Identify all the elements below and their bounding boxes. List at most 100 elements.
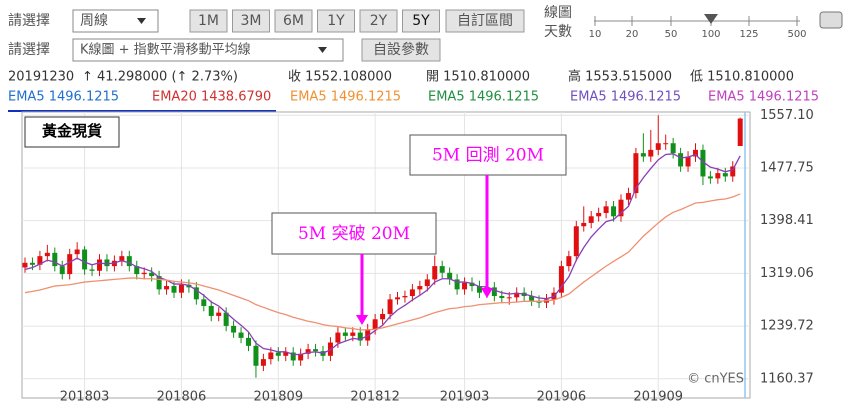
range-button[interactable] [359, 9, 398, 33]
candle-body [722, 173, 728, 177]
candle-body [335, 332, 341, 343]
plot-frame [21, 111, 751, 399]
ema-line [24, 153, 741, 356]
period-select[interactable] [72, 9, 159, 33]
candle-body [573, 226, 579, 257]
candle-body [640, 153, 646, 157]
candle-body [707, 176, 713, 179]
candle-body [290, 352, 296, 361]
candle-body [462, 282, 468, 290]
slider: 10 20 50 100 125 500 [589, 16, 807, 40]
candle-body [305, 349, 311, 354]
range-button[interactable] [317, 9, 355, 33]
candle-body [700, 149, 706, 177]
y-tick-label: 1160.37 [760, 371, 814, 386]
slider-label: 20 [626, 29, 639, 40]
candle-body [514, 292, 520, 298]
button-text: 1M [198, 13, 219, 29]
candle-body [432, 266, 438, 280]
y-tick-label: 1398.41 [760, 213, 814, 228]
candle-body [119, 256, 125, 261]
candle-body [387, 299, 393, 314]
quote-date: 20191230 [8, 70, 74, 85]
chart-select-text: K線圖 + 指數平滑移動平均線 [80, 42, 251, 58]
candle-body [588, 216, 594, 223]
candle-body [149, 272, 155, 277]
candle-body [216, 312, 222, 316]
candle-body [74, 249, 80, 255]
range-button[interactable] [402, 9, 440, 33]
candle-body [223, 312, 229, 326]
chart-select[interactable] [72, 38, 344, 62]
y-tick-label: 1319.06 [760, 266, 814, 281]
slider-label: 50 [665, 29, 678, 40]
candle-body [97, 259, 102, 271]
legend: EMA5 1496.1215 EMA20 1438.6790 EMA5 1496.1… [8, 90, 819, 105]
param-button[interactable] [361, 38, 441, 62]
quote-close: 收 1552.108000 [288, 70, 392, 85]
candle-body [469, 282, 475, 287]
quote-change: ↑ 41.298000 (↑ 2.73%) [82, 70, 238, 85]
range-button[interactable] [232, 9, 270, 33]
print-icon[interactable] [819, 11, 843, 29]
candle-body [625, 193, 631, 200]
candle-body [365, 329, 371, 341]
annotation-box [409, 134, 567, 176]
candle-body [350, 332, 356, 336]
candle-body [380, 313, 386, 320]
legend-entry: EMA5 1496.1215 [8, 90, 119, 105]
controls: 請選擇 周線 1M 3M 6M 1Y 2Y 5Y 自訂區間 線圖 天數 10 20 50 100… [8, 5, 843, 62]
candle-body [201, 299, 207, 306]
x-tick-label: 201806 [157, 390, 207, 405]
button-text: 自訂區間 [457, 13, 513, 29]
candle-body [231, 325, 237, 333]
quote-high: 高 1553.515000 [568, 69, 672, 85]
candle-body [104, 259, 110, 267]
ema-line [24, 193, 741, 331]
button-text: 6M [283, 13, 304, 29]
candle-body [447, 272, 453, 280]
candle-body [499, 296, 505, 299]
slider-label: 500 [787, 29, 806, 40]
candle-body [134, 266, 140, 275]
dropdown-arrow [137, 18, 146, 24]
candle-body [37, 256, 43, 265]
candle-body [67, 254, 73, 275]
legend-entry: EMA5 1496.1215 [428, 90, 539, 105]
slider-label: 100 [701, 29, 720, 40]
candle-body [246, 337, 251, 346]
quote-open: 開 1510.810000 [426, 70, 530, 85]
candle-body [260, 359, 266, 366]
days-label: 線圖 [544, 5, 572, 21]
row-label: 請選擇 [8, 13, 50, 29]
candle-body [395, 297, 400, 300]
source: © cnYES [687, 372, 744, 387]
y-tick-label: 1557.10 [760, 108, 814, 123]
range-button[interactable] [274, 9, 313, 33]
candle-body [670, 143, 676, 154]
title-box [24, 116, 120, 148]
chart-title: 黃金現貨 [42, 122, 102, 140]
button-text: 自設參數 [373, 42, 429, 58]
candle-body [424, 279, 430, 287]
x-tick-label: 201809 [253, 390, 303, 405]
candle-body [618, 199, 624, 217]
custom-range-button[interactable] [445, 9, 525, 33]
slider-thumb[interactable] [704, 14, 718, 24]
candle-body [648, 149, 654, 157]
candle-body [238, 332, 244, 338]
candle-body [156, 276, 162, 290]
button-text: 1Y [327, 13, 345, 29]
y-tick-label: 1477.75 [760, 160, 814, 175]
candle-body [298, 353, 304, 361]
candle-body [268, 352, 274, 360]
range-button[interactable] [189, 9, 228, 33]
candle-body [417, 286, 423, 290]
candle-body [372, 319, 378, 330]
candle-body [283, 352, 289, 356]
legend-entry: EMA5 1496.1215 [708, 90, 819, 105]
candle-body [402, 296, 408, 298]
plot: 1557.10 1477.75 1398.41 1319.06 1239.72 1160.… [22, 108, 814, 405]
dropdown-arrow [318, 47, 327, 53]
